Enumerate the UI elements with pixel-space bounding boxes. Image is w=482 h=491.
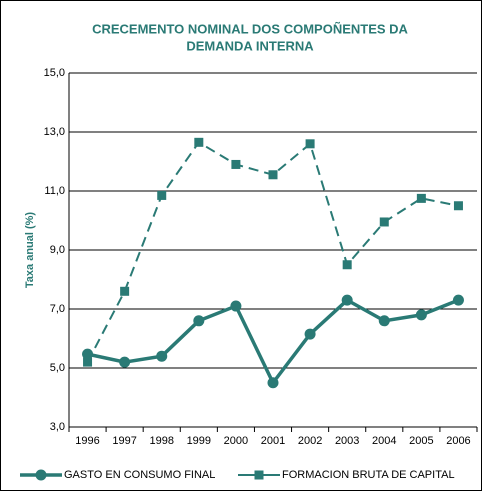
point xyxy=(231,159,241,169)
point xyxy=(453,201,463,211)
chart-title: CRECEMENTO NOMINAL DOS COMPOÑENTES DA xyxy=(92,21,408,36)
y-tick-label: 7,0 xyxy=(50,303,65,315)
point xyxy=(156,350,168,362)
y-axis-label: Taxa anual (%) xyxy=(24,212,36,289)
legend-label: FORMACION BRUTA DE CAPITAL xyxy=(282,469,455,481)
point xyxy=(119,356,131,368)
point xyxy=(304,328,316,340)
point xyxy=(342,260,352,270)
y-tick-label: 15,0 xyxy=(44,67,65,79)
x-tick-label: 2004 xyxy=(372,435,396,447)
chart-title: DEMANDA INTERNA xyxy=(186,38,314,53)
y-tick-label: 9,0 xyxy=(50,244,65,256)
point xyxy=(193,315,205,327)
point xyxy=(378,315,390,327)
point xyxy=(267,377,279,389)
x-tick-label: 1997 xyxy=(112,435,136,447)
point xyxy=(120,286,130,296)
point xyxy=(416,193,426,203)
y-tick-label: 13,0 xyxy=(44,126,65,138)
y-tick-label: 5,0 xyxy=(50,362,65,374)
x-tick-label: 1996 xyxy=(75,435,99,447)
point xyxy=(268,170,278,180)
x-tick-label: 2005 xyxy=(409,435,433,447)
x-tick-label: 1999 xyxy=(187,435,211,447)
legend-marker xyxy=(35,469,47,481)
y-tick-label: 3,0 xyxy=(50,421,65,433)
x-tick-label: 2000 xyxy=(224,435,248,447)
point xyxy=(341,294,353,306)
x-tick-label: 2006 xyxy=(446,435,470,447)
point xyxy=(415,309,427,321)
legend-marker xyxy=(254,470,264,480)
legend-label: GASTO EN CONSUMO FINAL xyxy=(64,469,215,481)
x-tick-label: 2001 xyxy=(261,435,285,447)
point xyxy=(230,300,242,312)
point xyxy=(157,190,167,200)
x-tick-label: 1998 xyxy=(149,435,173,447)
x-tick-label: 2003 xyxy=(335,435,359,447)
point xyxy=(452,294,464,306)
y-tick-label: 11,0 xyxy=(44,185,65,197)
point xyxy=(379,217,389,227)
point xyxy=(194,137,204,147)
x-tick-label: 2002 xyxy=(298,435,322,447)
point xyxy=(83,357,93,367)
point xyxy=(305,139,315,149)
